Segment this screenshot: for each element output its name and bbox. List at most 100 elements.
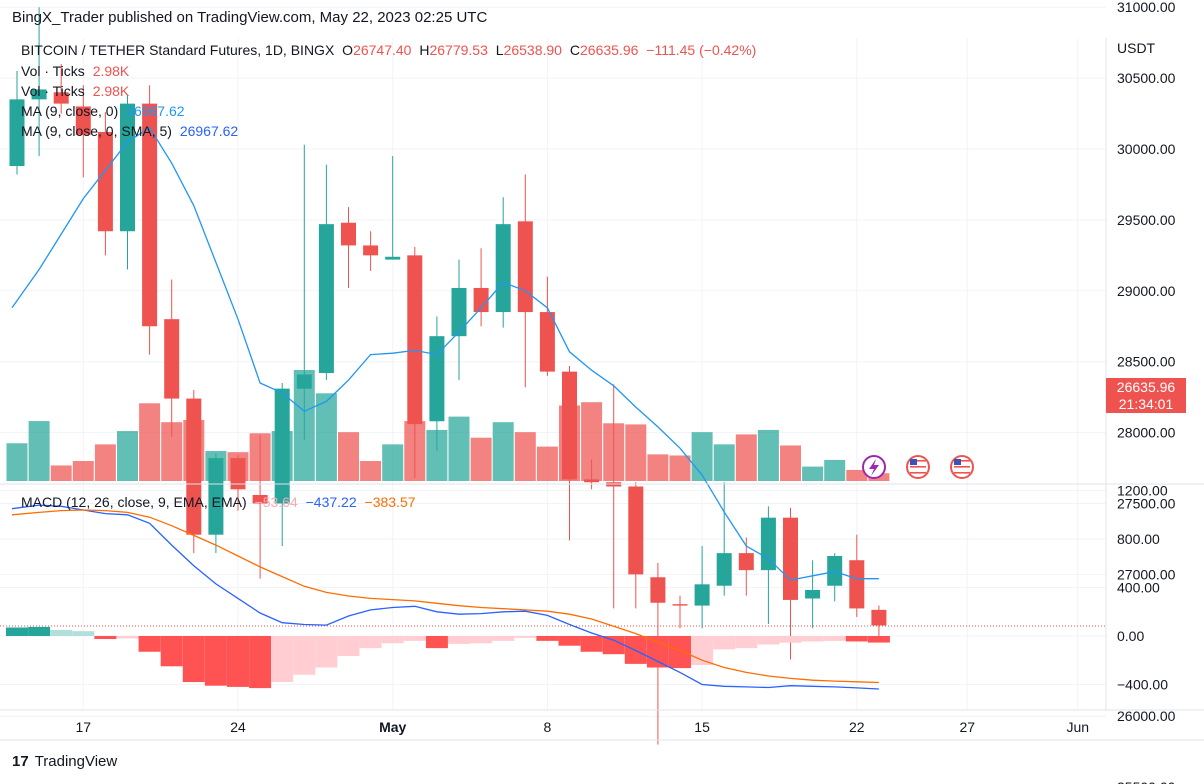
flag-stripe xyxy=(954,463,970,465)
candle-body xyxy=(827,555,843,586)
candle-body xyxy=(31,89,47,100)
ma-value: 26967.62 xyxy=(179,123,239,139)
flag-stripe xyxy=(910,469,926,471)
symbol-name[interactable]: BITCOIN / TETHER Standard Futures, 1D, B… xyxy=(21,42,335,58)
flag-stripe xyxy=(954,472,970,474)
signal-value: −383.57 xyxy=(364,494,416,510)
vol-label: Vol · Ticks xyxy=(21,63,85,79)
time-tick-label: Jun xyxy=(1067,719,1090,735)
candle-body xyxy=(429,336,445,422)
volume-bar xyxy=(117,431,138,481)
macd-label: MACD (12, 26, close, 9, EMA, EMA) xyxy=(21,494,247,510)
symbol-legend: BITCOIN / TETHER Standard Futures, 1D, B… xyxy=(21,42,760,58)
candle-body xyxy=(407,255,423,425)
time-tick-label: 15 xyxy=(694,719,710,735)
price-tick-label: 25500.00 xyxy=(1117,779,1176,784)
macd-histogram-bar xyxy=(50,629,73,636)
candle-body xyxy=(208,458,224,535)
vol-value: 2.98K xyxy=(92,63,130,79)
macd-histogram-bar xyxy=(249,636,272,689)
macd-hist-value: −53.64 xyxy=(254,494,298,510)
candle-body xyxy=(517,221,533,313)
last-price-tag: 26635.96 xyxy=(1106,378,1186,396)
volume-bar xyxy=(669,455,691,481)
signal-line xyxy=(11,509,879,684)
volume-bar xyxy=(94,444,116,481)
volume-bar xyxy=(492,422,514,481)
macd-histogram-bar xyxy=(735,636,758,649)
volume-bar xyxy=(802,466,824,481)
low-label: L xyxy=(495,42,504,58)
macd-histogram-bar xyxy=(757,636,780,645)
candle-body xyxy=(296,374,312,389)
price-tick-label: 31000.00 xyxy=(1117,0,1176,15)
macd-histogram-bar xyxy=(6,627,28,636)
price-tick-label: 27500.00 xyxy=(1117,496,1176,512)
volume-bar xyxy=(426,429,448,481)
time-tick-label: 22 xyxy=(849,719,865,735)
volume-bar xyxy=(514,432,536,481)
ma-label: MA (9, close, 0, SMA, 5) xyxy=(21,123,172,139)
macd-histogram-bar xyxy=(116,636,139,639)
volume-bar xyxy=(448,416,470,481)
macd-histogram-bar xyxy=(646,636,669,668)
currency-label[interactable]: USDT xyxy=(1117,40,1156,56)
price-tick-label: 29000.00 xyxy=(1117,283,1176,299)
macd-tick-label: 0.00 xyxy=(1117,628,1144,644)
candle-body xyxy=(539,312,555,372)
macd-histogram-bar xyxy=(94,636,117,640)
change-value: −111.45 (−0.42%) xyxy=(646,42,757,58)
macd-histogram-bar xyxy=(160,636,183,667)
candle-body xyxy=(694,584,710,606)
candle-body xyxy=(760,517,776,571)
time-tick-label: 24 xyxy=(230,719,246,735)
candle-body xyxy=(120,103,135,232)
candle-body xyxy=(584,479,600,483)
volume-bar xyxy=(691,432,713,481)
flag-stripe xyxy=(910,460,926,462)
macd-histogram-bar xyxy=(359,636,382,649)
macd-tick-label: −400.00 xyxy=(1117,676,1168,692)
macd-legend[interactable]: MACD (12, 26, close, 9, EMA, EMA) −53.64… xyxy=(21,494,420,510)
price-tick-label: 28500.00 xyxy=(1117,354,1176,370)
macd-histogram-bar xyxy=(315,636,338,668)
event-icons[interactable] xyxy=(862,455,974,479)
vol-label: Vol · Ticks xyxy=(21,83,85,99)
high-value: 26779.53 xyxy=(429,42,488,58)
vol-legend-2[interactable]: Vol · Ticks 2.98K xyxy=(21,83,133,99)
volume-bar xyxy=(28,421,50,481)
flag-stripe xyxy=(954,460,970,462)
volume-bar xyxy=(735,434,757,481)
macd-tick-label: 800.00 xyxy=(1117,531,1160,547)
candle-body xyxy=(230,458,246,490)
macd-histogram-bar xyxy=(536,636,559,641)
volume-bar xyxy=(846,469,868,481)
candle-body xyxy=(628,486,644,575)
macd-histogram-bar xyxy=(271,636,294,683)
volume-bar xyxy=(757,429,779,481)
macd-line xyxy=(11,504,879,690)
candle-body xyxy=(473,287,489,313)
volume-bar xyxy=(139,403,161,481)
volume-bar xyxy=(50,465,72,481)
candle-body xyxy=(783,517,798,600)
price-tick-label: 29500.00 xyxy=(1117,212,1176,228)
flag-stripe xyxy=(910,472,926,474)
ma-legend-2[interactable]: MA (9, close, 0, SMA, 5) 26967.62 xyxy=(21,123,242,139)
open-value: 26747.40 xyxy=(353,42,412,58)
price-tick-label: 26000.00 xyxy=(1117,708,1176,724)
tradingview-logo[interactable]: 17 TradingView xyxy=(12,753,117,770)
volume-bar xyxy=(824,459,846,481)
candle-body xyxy=(562,371,577,480)
ma-legend-1[interactable]: MA (9, close, 0) 26967.62 xyxy=(21,103,189,119)
candle-body xyxy=(142,103,158,327)
macd-histogram-bar xyxy=(669,636,691,669)
price-tick-label: 28000.00 xyxy=(1117,425,1176,441)
vol-legend-1[interactable]: Vol · Ticks 2.98K xyxy=(21,63,133,79)
volume-bar xyxy=(338,432,359,481)
macd-histogram-bar xyxy=(845,636,868,642)
close-value: 26635.96 xyxy=(580,42,639,58)
macd-histogram-bar xyxy=(492,636,515,641)
candle-body xyxy=(186,398,202,535)
